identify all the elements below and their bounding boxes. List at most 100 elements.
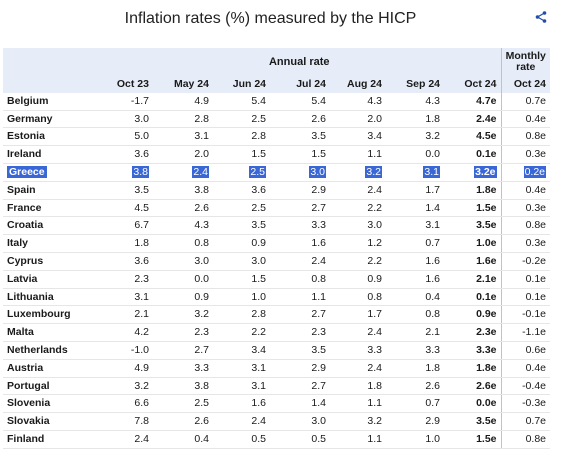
- value-text: 0.8: [425, 308, 440, 321]
- value-text: 3.6: [134, 148, 149, 161]
- value-cell: 0.4e: [500, 110, 550, 129]
- value-cell: 0.4e: [500, 359, 550, 378]
- value-cell: 3.6: [98, 252, 153, 271]
- value-cell: -0.4e: [500, 377, 550, 396]
- table-row[interactable]: Slovenia 6.6 2.5 1.6 1.4 1.1 0.7 0.0e -0.3e: [3, 394, 550, 414]
- value-text: 2.9: [311, 183, 326, 196]
- value-cell: 3.0: [270, 412, 330, 431]
- table-row[interactable]: Ireland 3.6 2.0 1.5 1.5 1.1 0.0 0.1e 0.3e: [3, 145, 550, 164]
- value-text: 0.3e: [525, 148, 546, 161]
- value-text: 0.3e: [525, 237, 546, 250]
- value-cell: 5.4: [270, 92, 330, 111]
- table-row[interactable]: Cyprus 3.6 3.0 3.0 2.4 2.2 1.6 1.6e -0.2e: [3, 252, 550, 271]
- share-icon[interactable]: [534, 10, 548, 24]
- table-row[interactable]: Finland 2.4 0.4 0.5 0.5 1.1 1.0 1.5e 0.8e: [3, 430, 550, 449]
- table-row[interactable]: Estonia 5.0 3.1 2.8 3.5 3.4 3.2 4.5e 0.8e: [3, 127, 550, 147]
- table-row[interactable]: Malta 4.2 2.3 2.2 2.3 2.4 2.1 2.3e -1.1e: [3, 323, 550, 342]
- value-text: 2.2: [251, 326, 266, 339]
- value-text: 1.8: [134, 237, 149, 250]
- value-text: 0.3e: [525, 201, 546, 214]
- value-cell: 3.5: [270, 341, 330, 360]
- value-cell: 2.6: [270, 110, 330, 129]
- value-cell: 2.7: [153, 341, 213, 360]
- country-cell: Cyprus: [3, 252, 98, 271]
- column-header: Oct 24: [444, 76, 501, 93]
- country-name: Slovakia: [7, 415, 50, 428]
- value-cell: 1.8: [386, 110, 444, 129]
- value-text: 2.6: [194, 415, 209, 428]
- value-text: 0.9: [251, 237, 266, 250]
- value-cell: 2.4: [98, 430, 153, 449]
- table-row[interactable]: Austria 4.9 3.3 3.1 2.9 2.4 1.8 1.8e 0.4e: [3, 359, 550, 378]
- value-text: 1.0e: [476, 237, 497, 250]
- value-cell: 0.3e: [500, 199, 550, 218]
- value-cell: 1.6: [386, 270, 444, 289]
- value-cell: 2.0: [330, 110, 386, 129]
- column-header: May 24: [153, 76, 213, 93]
- value-text: 1.0: [425, 432, 440, 445]
- value-text: 4.3: [367, 94, 382, 107]
- value-cell: 4.3: [330, 92, 386, 111]
- value-cell: 1.5: [213, 145, 270, 164]
- value-text: 3.5: [134, 183, 149, 196]
- value-text: 7.8: [134, 415, 149, 428]
- country-cell: Croatia: [3, 216, 98, 236]
- table-row[interactable]: Lithuania 3.1 0.9 1.0 1.1 0.8 0.4 0.1e 0.1e: [3, 288, 550, 307]
- table-row[interactable]: Latvia 2.3 0.0 1.5 0.8 0.9 1.6 2.1e 0.1e: [3, 270, 550, 289]
- country-name: Netherlands: [7, 343, 68, 356]
- value-text: 0.8: [367, 290, 382, 303]
- value-text: 3.4: [251, 343, 266, 356]
- value-cell: 2.2: [330, 252, 386, 271]
- value-text: 3.4: [367, 130, 382, 143]
- value-cell: 3.2e: [444, 163, 501, 182]
- country-name: Italy: [7, 237, 29, 250]
- table-row[interactable]: Luxembourg 2.1 3.2 2.8 2.7 1.7 0.8 0.9e -0.1e: [3, 305, 550, 325]
- value-cell: 0.0e: [444, 394, 501, 414]
- table-row[interactable]: Italy 1.8 0.8 0.9 1.6 1.2 0.7 1.0e 0.3e: [3, 234, 550, 253]
- value-text: 3.5e: [476, 415, 497, 428]
- country-cell: Greece: [3, 163, 98, 182]
- value-cell: 2.4: [153, 163, 213, 182]
- country-name: Belgium: [7, 94, 49, 107]
- value-cell: 0.8: [270, 270, 330, 289]
- value-cell: 0.1e: [500, 270, 550, 289]
- value-cell: 0.8: [330, 288, 386, 307]
- value-text: 0.4e: [525, 112, 546, 125]
- table-row[interactable]: Greece 3.8 2.4 2.5 3.0 3.2 3.1 3.2e 0.2e: [3, 163, 550, 182]
- table-row[interactable]: Croatia 6.7 4.3 3.5 3.3 3.0 3.1 3.5e 0.8e: [3, 216, 550, 236]
- table-row[interactable]: Slovakia 7.8 2.6 2.4 3.0 3.2 2.9 3.5e 0.7e: [3, 412, 550, 431]
- value-cell: 2.4: [330, 323, 386, 342]
- value-cell: -0.1e: [500, 305, 550, 325]
- country-cell: Italy: [3, 234, 98, 253]
- value-cell: 2.6e: [444, 377, 501, 396]
- value-cell: 1.1: [330, 430, 386, 449]
- table-row[interactable]: Spain 3.5 3.8 3.6 2.9 2.4 1.7 1.8e 0.4e: [3, 181, 550, 200]
- value-text: -0.2e: [522, 254, 546, 267]
- table-row[interactable]: Belgium -1.7 4.9 5.4 5.4 4.3 4.3 4.7e 0.7e: [3, 92, 550, 111]
- value-cell: 3.4: [330, 127, 386, 147]
- hicp-table: Annual rate Monthly rate Oct 23 May 24 J…: [3, 48, 550, 449]
- value-cell: 4.3: [386, 92, 444, 111]
- table-row[interactable]: Netherlands -1.0 2.7 3.4 3.5 3.3 3.3 3.3e 0.6e: [3, 341, 550, 360]
- value-text: 2.9: [311, 361, 326, 374]
- value-cell: 2.7: [270, 199, 330, 218]
- country-name: Portugal: [7, 379, 50, 392]
- value-cell: 0.5: [213, 430, 270, 449]
- value-text: 4.5: [134, 201, 149, 214]
- value-cell: 2.9: [270, 359, 330, 378]
- value-cell: 1.8e: [444, 359, 501, 378]
- country-cell: Spain: [3, 181, 98, 200]
- table-row[interactable]: France 4.5 2.6 2.5 2.7 2.2 1.4 1.5e 0.3e: [3, 199, 550, 218]
- value-cell: 0.8e: [500, 216, 550, 236]
- value-cell: 1.6: [270, 234, 330, 253]
- country-name: France: [7, 201, 42, 214]
- value-text: 2.2: [367, 201, 382, 214]
- country-cell: Germany: [3, 110, 98, 129]
- value-text: -1.0: [130, 343, 149, 356]
- value-cell: -0.3e: [500, 394, 550, 414]
- country-name: Ireland: [7, 148, 42, 161]
- table-row[interactable]: Germany 3.0 2.8 2.5 2.6 2.0 1.8 2.4e 0.4e: [3, 110, 550, 129]
- value-text: 1.2: [367, 237, 382, 250]
- table-row[interactable]: Portugal 3.2 3.8 3.1 2.7 1.8 2.6 2.6e -0.4e: [3, 377, 550, 396]
- value-text: 2.9: [425, 415, 440, 428]
